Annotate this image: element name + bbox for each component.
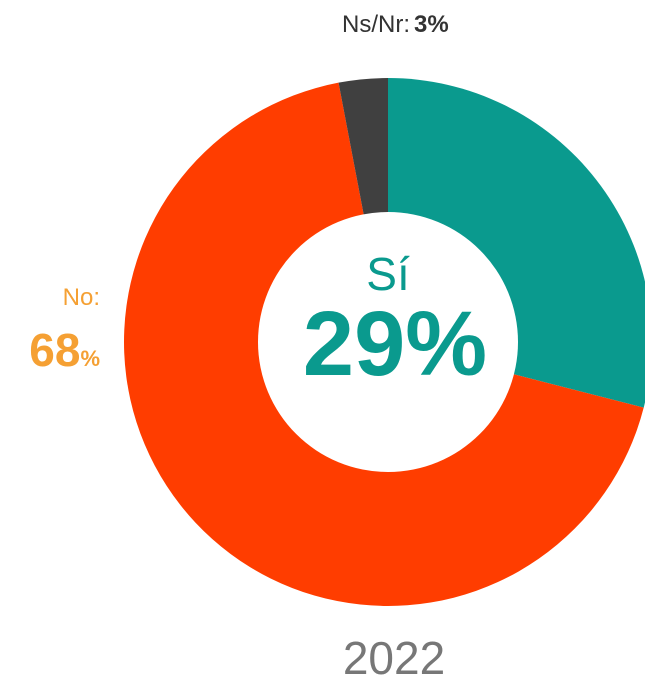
center-category: Sí: [366, 248, 410, 300]
nsnr-value: 3%: [414, 11, 449, 38]
center-value: 29%: [303, 293, 487, 395]
donut-hole: [258, 212, 518, 472]
no-category: No:: [63, 284, 100, 311]
chart-title: 2022: [343, 632, 445, 678]
no-value: 68%: [29, 324, 100, 376]
nsnr-category: Ns/Nr:: [342, 11, 410, 38]
